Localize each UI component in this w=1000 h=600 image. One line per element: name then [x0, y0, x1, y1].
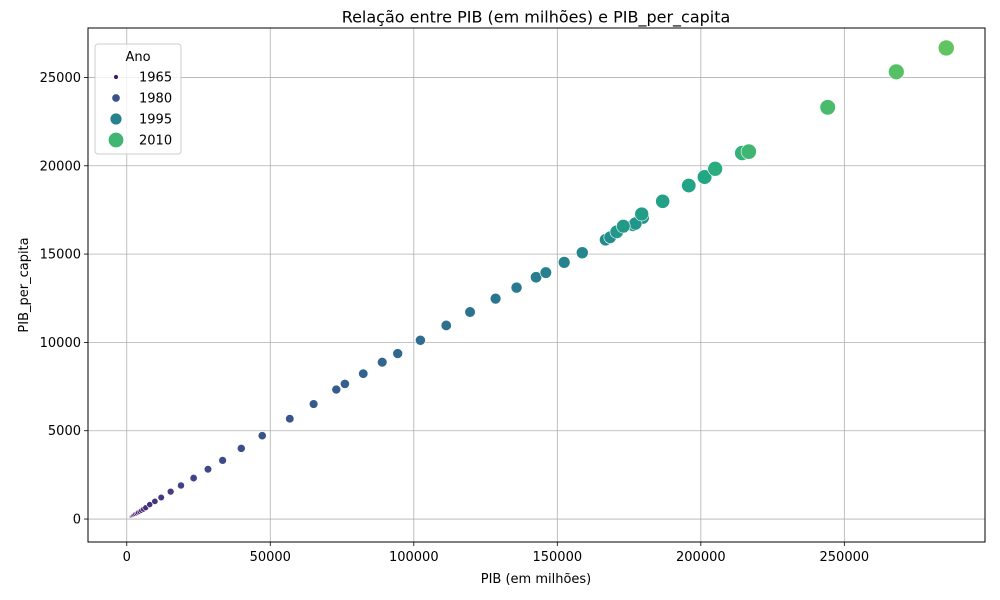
data-point — [740, 143, 757, 160]
data-point — [634, 206, 649, 222]
legend-marker — [113, 74, 119, 80]
legend-marker — [108, 132, 124, 148]
data-point — [377, 357, 388, 368]
data-point — [308, 399, 319, 409]
chart-title: Relação entre PIB (em milhões) e PIB_per… — [342, 8, 731, 28]
data-point — [440, 319, 452, 331]
data-point — [616, 219, 631, 234]
grid — [88, 28, 985, 542]
data-point — [557, 256, 571, 269]
x-tick-label: 150000 — [532, 550, 582, 565]
data-point — [681, 178, 697, 194]
data-point — [707, 161, 723, 177]
x-tick-label: 100000 — [389, 550, 439, 565]
data-point — [177, 481, 185, 490]
y-tick-label: 20000 — [40, 159, 81, 174]
data-point — [218, 456, 227, 465]
data-point — [166, 487, 175, 496]
data-point — [696, 169, 713, 185]
data-point — [819, 99, 836, 116]
data-point — [146, 501, 154, 508]
y-tick-label: 5000 — [48, 424, 81, 439]
data-point — [203, 465, 213, 474]
data-point — [888, 63, 905, 81]
data-point — [415, 334, 426, 346]
legend-box — [94, 43, 182, 155]
axis-ticks: 0 50000 100000 150000 200000 250000 0 5000 10000… — [40, 71, 870, 565]
data-point — [157, 493, 165, 502]
data-point — [575, 246, 589, 260]
data-point — [937, 39, 955, 57]
y-tick-label: 0 — [73, 513, 81, 528]
data-point — [539, 266, 552, 279]
data-point — [655, 193, 671, 209]
y-tick-label: 10000 — [40, 336, 81, 351]
data-point — [339, 378, 350, 389]
legend-label: 1965 — [139, 71, 172, 86]
data-points — [128, 39, 955, 519]
legend-title: Ano — [125, 50, 150, 65]
data-point — [189, 474, 198, 483]
data-point — [151, 497, 159, 505]
legend-entries: 1965 1980 1995 2010 — [108, 71, 172, 149]
data-point — [257, 431, 267, 441]
legend-label: 2010 — [139, 134, 172, 149]
data-point — [510, 281, 523, 294]
data-point — [331, 384, 342, 395]
legend-marker — [109, 112, 123, 126]
x-axis-label: PIB (em milhões) — [481, 572, 592, 587]
data-point — [285, 414, 295, 424]
x-tick-label: 250000 — [820, 550, 870, 565]
legend: Ano 1965 1980 1995 2010 — [94, 43, 182, 155]
data-point — [530, 271, 543, 284]
y-axis-label: PIB_per_capita — [17, 237, 32, 332]
data-point — [358, 368, 369, 379]
plot-frame — [87, 27, 986, 543]
data-point — [236, 444, 246, 453]
data-point — [392, 348, 403, 359]
y-tick-label: 15000 — [40, 248, 81, 263]
legend-label: 1980 — [139, 92, 172, 107]
data-point — [464, 306, 476, 318]
x-tick-label: 200000 — [676, 550, 726, 565]
legend-label: 1995 — [139, 113, 172, 128]
x-tick-label: 0 — [123, 550, 131, 565]
x-tick-label: 50000 — [250, 550, 291, 565]
data-point — [489, 292, 502, 305]
y-tick-label: 25000 — [40, 71, 81, 86]
legend-marker — [111, 93, 121, 103]
